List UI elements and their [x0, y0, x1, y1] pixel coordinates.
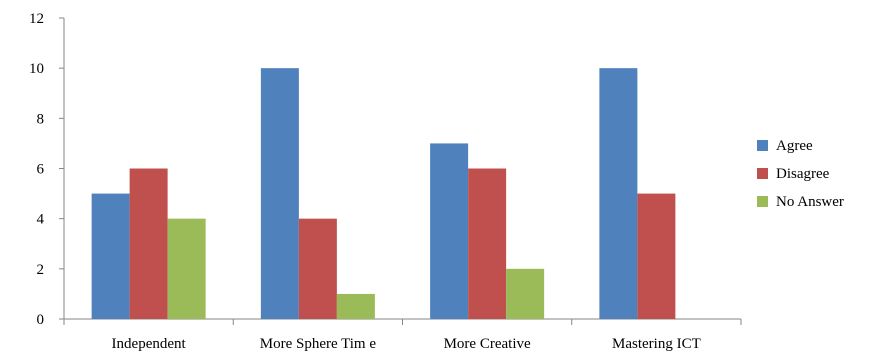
bar-no-answer-2: [506, 268, 545, 319]
legend-swatch-agree: [757, 140, 768, 151]
bar-no-answer-0: [167, 218, 206, 319]
y-tick-label: 0: [37, 312, 45, 328]
bar-disagree-3: [637, 193, 676, 319]
x-category-label: Independent: [112, 336, 187, 352]
x-category-label: More Creative: [444, 336, 531, 352]
y-tick-label: 6: [37, 162, 45, 178]
bar-agree-0: [91, 193, 130, 319]
bar-disagree-2: [468, 168, 507, 319]
legend-swatch-disagree: [757, 168, 768, 179]
legend-label: Agree: [776, 138, 813, 154]
bar-agree-2: [430, 143, 469, 319]
bar-agree-3: [599, 68, 638, 320]
y-tick-label: 10: [29, 61, 44, 77]
bar-no-answer-1: [336, 293, 375, 319]
y-tick-label: 12: [29, 11, 44, 27]
y-tick-label: 8: [37, 111, 45, 127]
x-category-label: More Sphere Tim e: [260, 336, 377, 352]
legend-swatch-no-answer: [757, 196, 768, 207]
axis-labels: 0 2 4 6 8 10 12 Independent More Sphere Tim e Mor…: [29, 11, 701, 352]
legend-label: Disagree: [776, 166, 830, 182]
legend-label: No Answer: [776, 194, 844, 210]
x-category-label: Mastering ICT: [612, 336, 701, 352]
bar-disagree-1: [298, 218, 337, 319]
bars: [91, 68, 676, 320]
y-tick-label: 2: [37, 262, 45, 278]
bar-disagree-0: [129, 168, 168, 319]
y-tick-label: 4: [37, 212, 45, 228]
bar-agree-1: [260, 68, 299, 320]
legend: Agree Disagree No Answer: [757, 138, 844, 210]
